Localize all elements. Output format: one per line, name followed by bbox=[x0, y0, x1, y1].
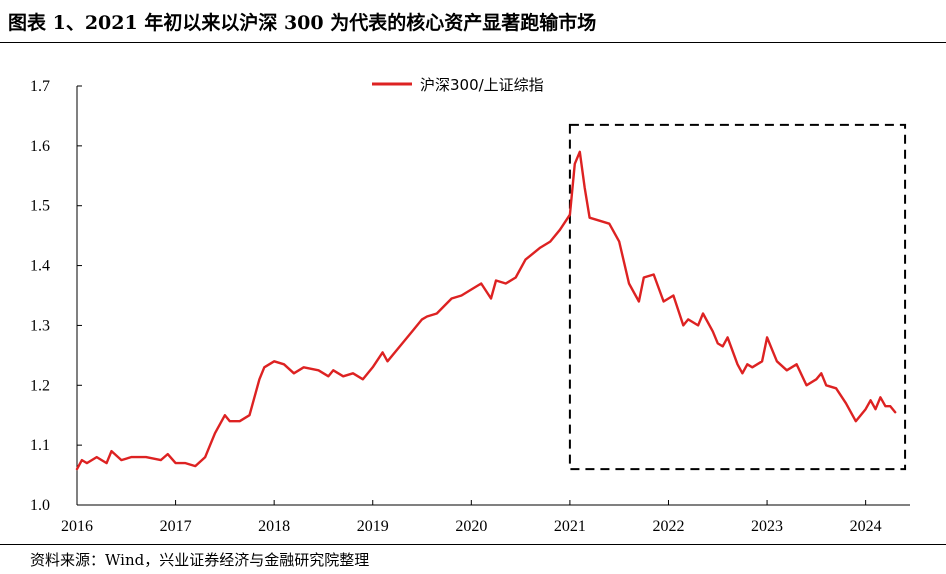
series-line bbox=[75, 150, 897, 471]
x-tick-label: 2024 bbox=[850, 518, 882, 535]
highlight-box bbox=[568, 123, 907, 471]
y-tick-label: 1.7 bbox=[30, 78, 50, 95]
x-axis-ticks: 2016 2017 2018 2019 2020 2021 2022 2023 2024 bbox=[61, 500, 882, 535]
y-tick-label: 1.3 bbox=[30, 317, 50, 334]
x-tick-label: 2017 bbox=[160, 518, 192, 535]
source-note: 资料来源：Wind，兴业证券经济与金融研究院整理 bbox=[30, 551, 370, 569]
y-tick-label: 1.4 bbox=[30, 258, 50, 275]
y-tick-label: 1.2 bbox=[30, 377, 50, 394]
line-chart: 1.01.11.21.31.41.51.61.7 2016 2017 2018 201… bbox=[30, 76, 910, 535]
x-tick-label: 2020 bbox=[455, 518, 487, 535]
x-tick-label: 2023 bbox=[751, 518, 783, 535]
y-tick-label: 1.1 bbox=[30, 437, 50, 454]
chart-title: 图表 1、2021 年初以来以沪深 300 为代表的核心资产显著跑输市场 bbox=[8, 12, 597, 34]
x-tick-label: 2019 bbox=[357, 518, 389, 535]
x-tick-label: 2022 bbox=[652, 518, 684, 535]
y-tick-label: 1.5 bbox=[30, 198, 50, 215]
y-tick-label: 1.6 bbox=[30, 138, 50, 155]
y-tick-label: 1.0 bbox=[30, 497, 50, 514]
x-tick-label: 2016 bbox=[61, 518, 93, 535]
y-axis-ticks: 1.0 1.1 1.2 1.3 1.4 1.5 1.6 1.7 bbox=[30, 78, 82, 514]
series-lines bbox=[75, 150, 897, 471]
x-tick-label: 2018 bbox=[258, 518, 290, 535]
footer-divider bbox=[0, 544, 946, 545]
x-tick-label: 2021 bbox=[554, 518, 586, 535]
legend-label: 沪深300/上证综指 bbox=[420, 76, 544, 94]
legend: 沪深300/上证综指 bbox=[372, 76, 544, 94]
axes bbox=[76, 86, 910, 506]
highlight-box-group bbox=[568, 123, 907, 471]
title-divider bbox=[0, 42, 946, 43]
